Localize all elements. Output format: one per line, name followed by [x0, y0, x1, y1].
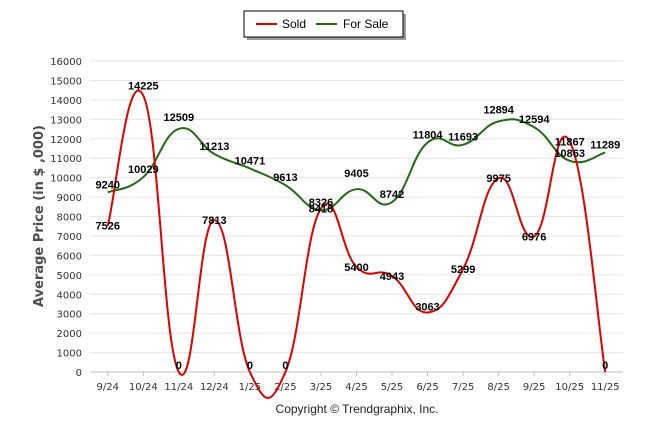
data-label-for-sale: 11289	[590, 140, 620, 152]
y-tick-label: 14000	[50, 96, 82, 107]
y-axis-label: Average Price (in $ ,000)	[32, 125, 47, 307]
x-tick-label: 4/25	[345, 382, 367, 393]
data-label-for-sale: 12894	[483, 104, 514, 116]
x-tick-label: 12/24	[200, 382, 229, 393]
data-label-for-sale: 8326	[309, 197, 333, 209]
data-label-sold: 0	[602, 360, 608, 372]
x-tick-label: 10/24	[129, 382, 158, 393]
data-label-for-sale: 10471	[235, 155, 266, 167]
data-label-sold: 9975	[486, 173, 510, 185]
data-label-for-sale: 12594	[519, 114, 550, 126]
data-labels: 7526 14225 0 7813 0 0 8418 5400 4943 3063 5299 9975…	[96, 81, 621, 372]
data-label-for-sale: 12509	[164, 112, 195, 124]
y-tick-label: 4000	[57, 290, 82, 301]
y-tick-label: 3000	[57, 310, 82, 321]
x-tick-label: 9/24	[97, 382, 119, 393]
data-label-for-sale: 9613	[273, 172, 297, 184]
x-tick-label: 1/25	[239, 382, 261, 393]
data-label-for-sale: 10029	[128, 164, 159, 176]
data-label-sold: 3063	[415, 301, 439, 313]
x-tick-label: 3/25	[310, 382, 332, 393]
data-label-sold: 14225	[128, 81, 159, 93]
y-tick-label: 10000	[50, 174, 82, 185]
y-tick-label: 16000	[50, 57, 82, 68]
data-label-for-sale: 9405	[344, 168, 368, 180]
axes: 0 1000 2000 3000 4000 5000 6000 7000 8000 9000 100…	[50, 57, 623, 393]
data-label-sold: 4943	[380, 271, 404, 283]
data-label-sold: 0	[176, 360, 182, 372]
y-tick-label: 2000	[57, 329, 82, 340]
data-label-for-sale: 8742	[380, 189, 404, 201]
y-tick-label: 6000	[57, 251, 82, 262]
data-label-sold: 8418	[309, 203, 333, 215]
x-tick-label: 2/25	[274, 382, 296, 393]
data-label-for-sale: 9240	[96, 179, 120, 191]
x-tick-label: 11/24	[164, 382, 193, 393]
x-tick-label: 11/25	[591, 382, 620, 393]
legend-label-for-sale: For Sale	[343, 17, 389, 31]
y-tick-label: 13000	[50, 115, 82, 126]
legend: Sold For Sale	[243, 10, 406, 40]
gridlines	[90, 60, 623, 354]
y-tick-label: 0	[76, 368, 82, 379]
data-label-sold: 6976	[522, 231, 546, 243]
y-tick-label: 7000	[57, 232, 82, 243]
y-tick-label: 5000	[57, 271, 82, 282]
data-label-sold: 7813	[202, 215, 226, 227]
data-label-sold: 0	[247, 360, 253, 372]
copyright-footer: Copyright © Trendgraphix, Inc.	[276, 402, 439, 416]
x-tick-label: 6/25	[416, 382, 438, 393]
data-label-for-sale: 10863	[554, 148, 585, 160]
data-label-sold: 5299	[451, 264, 475, 276]
x-tick-label: 5/25	[381, 382, 403, 393]
data-label-sold: 11867	[555, 136, 585, 148]
data-label-for-sale: 11693	[448, 132, 478, 144]
series	[106, 89, 607, 400]
y-tick-label: 1000	[57, 349, 82, 360]
data-label-for-sale: 11213	[199, 141, 229, 153]
series-line-for-sale	[107, 118, 606, 212]
y-tick-label: 9000	[57, 193, 82, 204]
y-tick-label: 12000	[50, 135, 82, 146]
x-tick-label: 9/25	[523, 382, 545, 393]
y-tick-label: 11000	[50, 154, 82, 165]
data-label-for-sale: 11804	[413, 130, 444, 142]
data-label-sold: 7526	[96, 221, 120, 233]
series-line-sold	[106, 89, 607, 400]
y-tick-label: 8000	[57, 213, 82, 224]
x-tick-label: 10/25	[555, 382, 584, 393]
x-tick-label: 8/25	[487, 382, 509, 393]
legend-label-sold: Sold	[282, 17, 306, 31]
data-label-sold: 0	[282, 360, 288, 372]
x-tick-label: 7/25	[452, 382, 474, 393]
y-tick-label: 15000	[50, 76, 82, 87]
data-label-sold: 5400	[344, 262, 368, 274]
